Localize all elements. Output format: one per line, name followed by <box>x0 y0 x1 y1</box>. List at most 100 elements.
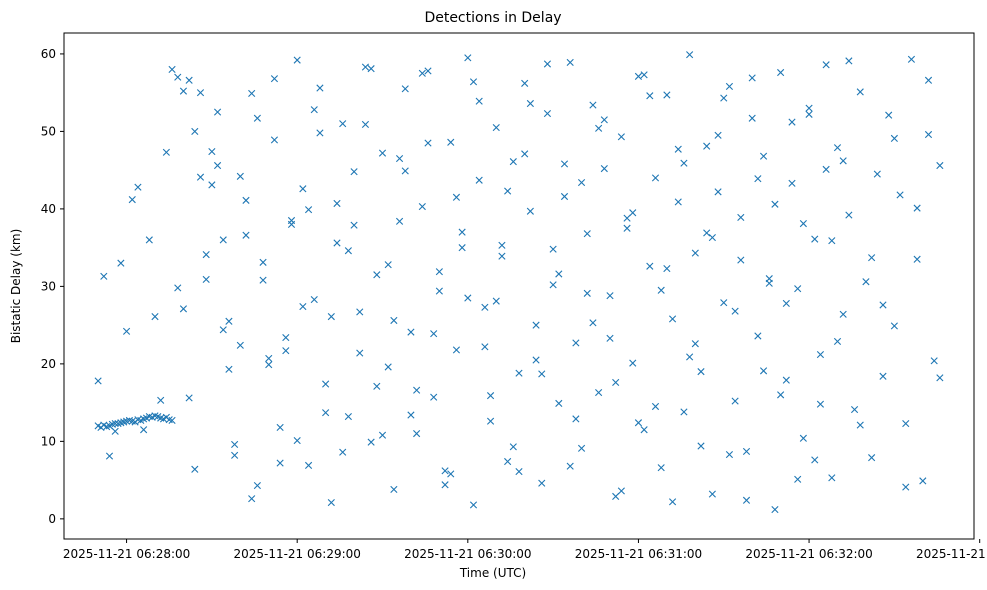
data-point <box>492 123 500 132</box>
data-point <box>572 415 580 423</box>
data-point <box>737 256 745 264</box>
data-point <box>458 228 466 236</box>
data-point <box>441 481 449 489</box>
data-point <box>179 87 188 95</box>
data-point <box>765 279 773 287</box>
data-point <box>754 332 762 340</box>
x-tick-label: 2025-11-21 06:28:00 <box>63 547 190 561</box>
data-point <box>140 426 148 434</box>
data-point <box>299 302 307 311</box>
data-point <box>469 78 478 86</box>
data-point <box>560 160 569 168</box>
data-point <box>316 129 324 137</box>
data-point <box>543 60 552 68</box>
data-point <box>606 334 614 342</box>
x-tick-label: 2025-11-21 06:30:00 <box>404 547 531 561</box>
x-axis-label: Time (UTC) <box>459 566 526 580</box>
data-point <box>179 305 188 313</box>
data-point <box>174 284 182 292</box>
data-point <box>623 224 631 232</box>
data-point <box>475 97 483 105</box>
data-point <box>600 116 608 124</box>
data-point <box>794 285 802 293</box>
data-point <box>259 258 267 266</box>
data-point <box>816 350 825 359</box>
data-point <box>378 149 387 157</box>
data-point <box>395 154 404 163</box>
data-point <box>310 295 318 304</box>
data-point <box>492 297 500 305</box>
data-point <box>282 347 290 355</box>
data-point <box>543 109 552 118</box>
data-point <box>640 71 648 79</box>
data-point <box>111 419 119 428</box>
data-point <box>890 322 898 330</box>
data-point <box>595 124 603 132</box>
data-point <box>600 165 608 173</box>
data-point <box>674 145 682 153</box>
data-point <box>577 444 586 452</box>
data-point <box>799 220 807 228</box>
data-point <box>902 483 910 491</box>
data-point <box>924 76 933 84</box>
data-point <box>293 437 301 445</box>
data-point <box>697 368 705 376</box>
data-point <box>777 68 785 77</box>
data-point <box>720 94 728 102</box>
y-tick-label: 10 <box>41 434 56 448</box>
data-point <box>805 104 813 112</box>
data-point <box>418 69 426 77</box>
data-point <box>674 198 682 206</box>
data-point <box>509 158 517 166</box>
data-point <box>862 278 870 286</box>
data-points <box>94 51 944 514</box>
data-point <box>213 161 222 170</box>
data-point <box>771 200 779 208</box>
data-point <box>333 199 341 208</box>
data-point <box>117 259 125 267</box>
data-point <box>521 150 529 158</box>
data-point <box>833 337 842 345</box>
chart-title: Detections in Delay <box>424 10 561 26</box>
data-point <box>452 193 461 201</box>
data-point <box>464 54 472 62</box>
data-point <box>356 349 364 357</box>
data-point <box>657 286 665 294</box>
data-point <box>936 161 944 170</box>
data-point <box>486 392 495 400</box>
data-point <box>134 183 142 191</box>
data-point <box>828 474 836 482</box>
data-point <box>191 127 199 135</box>
data-point <box>225 317 233 325</box>
y-axis-label: Bistatic Delay (km) <box>9 229 23 344</box>
data-point <box>646 92 654 100</box>
data-point <box>731 307 739 315</box>
data-point <box>890 134 898 142</box>
data-point <box>191 465 199 473</box>
data-point <box>839 157 847 165</box>
data-point <box>737 213 745 222</box>
data-point <box>771 505 779 514</box>
data-point <box>555 270 563 278</box>
data-point <box>265 354 273 363</box>
data-point <box>703 229 711 237</box>
data-point <box>310 106 318 114</box>
data-point <box>612 492 620 500</box>
data-point <box>208 181 216 189</box>
data-point <box>384 363 392 371</box>
data-point <box>805 110 813 118</box>
data-point <box>691 249 699 257</box>
data-point <box>691 340 699 348</box>
x-tick-label: 2025-11-21 06:33:00 <box>916 547 987 561</box>
data-point <box>322 409 330 417</box>
data-point <box>231 440 239 449</box>
data-point <box>885 111 893 119</box>
data-point <box>498 241 506 249</box>
data-point <box>907 55 916 63</box>
data-point <box>572 339 580 347</box>
data-point <box>373 271 381 279</box>
data-point <box>657 464 665 472</box>
data-point <box>333 239 341 247</box>
data-point <box>799 434 807 442</box>
data-point <box>555 399 563 407</box>
